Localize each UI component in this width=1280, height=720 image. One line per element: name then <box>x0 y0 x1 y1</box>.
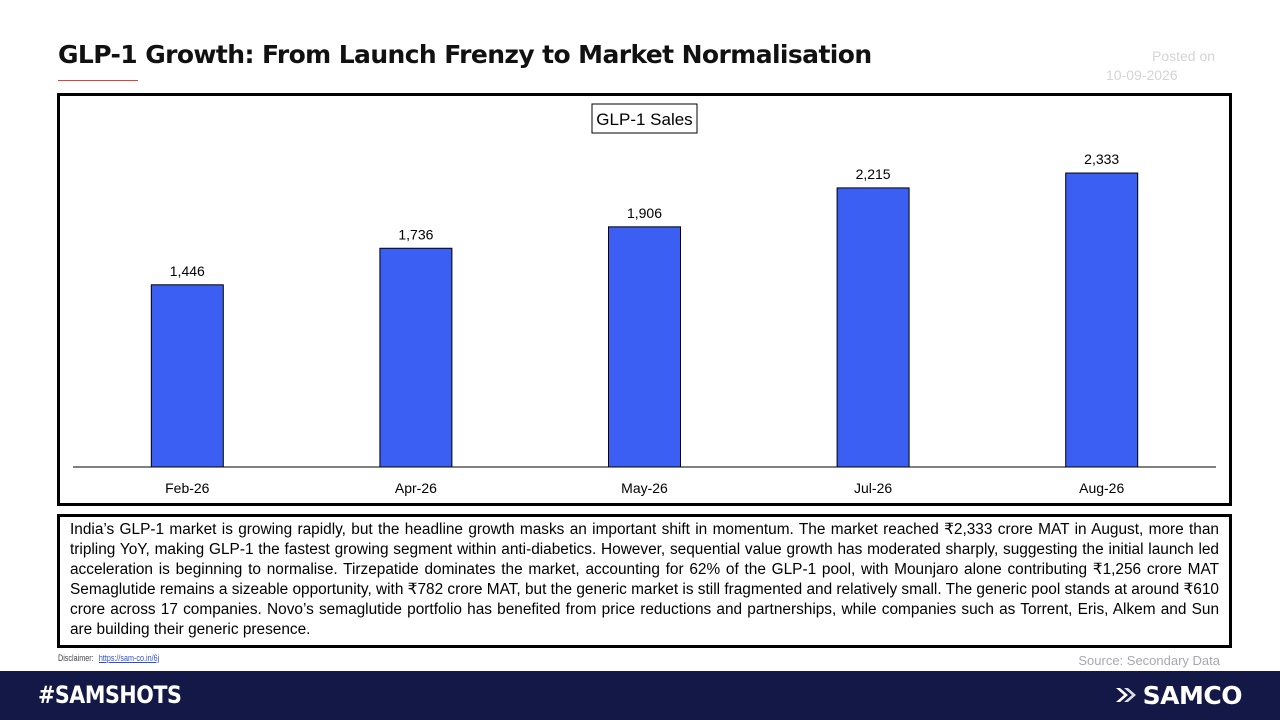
data-label-feb-26: 1,446 <box>170 263 205 279</box>
posted-label: Posted on <box>1152 48 1216 64</box>
hashtag-label: #SAMSHOTS <box>38 681 182 709</box>
x-tick-label-jul-26: Jul-26 <box>854 480 892 496</box>
commentary-text: India’s GLP-1 market is growing rapidly,… <box>57 514 1232 648</box>
footer-bar: #SAMSHOTS SAMCO <box>0 671 1280 720</box>
bar-aug-26 <box>1065 172 1139 468</box>
data-label-apr-26: 1,736 <box>398 226 433 242</box>
bar-chart: GLP-1 Sales 1,446 Feb-26 1,736 Apr-26 1,906 M… <box>73 103 1216 496</box>
x-tick-label-apr-26: Apr-26 <box>395 480 437 496</box>
disclaimer: Disclaimer: https://sam-co.in/6j <box>58 653 159 663</box>
x-tick-label-feb-26: Feb-26 <box>165 480 210 496</box>
chart-frame: GLP-1 Sales 1,446 Feb-26 1,736 Apr-26 1,906 M… <box>57 93 1232 506</box>
posted-date-block: Posted on 10-09-2026 <box>1106 47 1226 85</box>
source-note: Source: Secondary Data <box>1078 653 1220 668</box>
title-underline <box>58 80 138 81</box>
bar-jul-26 <box>836 187 910 468</box>
brand-logo: SAMCO <box>1113 679 1243 711</box>
bar-feb-26 <box>150 284 224 468</box>
page-title: GLP-1 Growth: From Launch Frenzy to Mark… <box>58 40 872 69</box>
data-label-may-26: 1,906 <box>627 205 662 221</box>
samco-logo-icon <box>1115 688 1136 702</box>
disclaimer-link[interactable]: https://sam-co.in/6j <box>98 653 160 663</box>
bar-apr-26 <box>379 247 453 468</box>
chart-title-box <box>591 103 698 134</box>
disclaimer-label: Disclaimer: <box>58 653 94 663</box>
brand-name: SAMCO <box>1142 680 1243 710</box>
chart-title: GLP-1 Sales <box>596 110 692 129</box>
x-tick-label-aug-26: Aug-26 <box>1079 480 1124 496</box>
x-tick-label-may-26: May-26 <box>621 480 668 496</box>
data-label-jul-26: 2,215 <box>856 166 891 182</box>
bar-may-26 <box>608 226 681 468</box>
data-label-aug-26: 2,333 <box>1084 151 1119 167</box>
posted-date: 10-09-2026 <box>1106 67 1178 83</box>
